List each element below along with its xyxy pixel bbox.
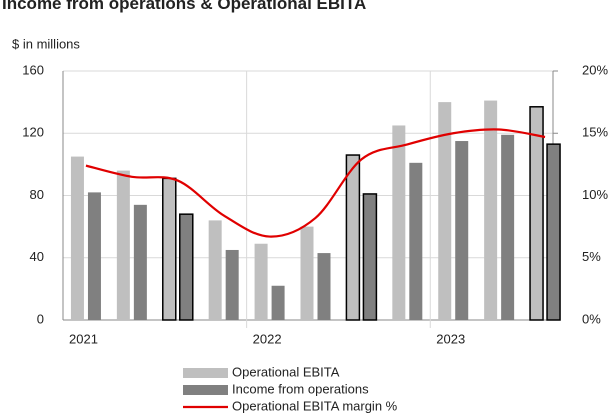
bar bbox=[254, 243, 268, 320]
bar bbox=[392, 125, 406, 320]
bar bbox=[162, 177, 177, 321]
legend-swatch bbox=[183, 368, 228, 378]
bar bbox=[70, 156, 84, 320]
legend-label: Operational EBITA bbox=[232, 364, 340, 379]
y2-tick-label: 5% bbox=[582, 249, 601, 264]
bar bbox=[317, 253, 331, 320]
legend-label: Operational EBITA margin % bbox=[232, 398, 398, 413]
x-tick-label: 2023 bbox=[436, 331, 465, 346]
bar bbox=[455, 141, 469, 320]
y2-tick-label: 0% bbox=[582, 311, 601, 326]
y-tick-label: 120 bbox=[22, 125, 44, 140]
y-tick-label: 40 bbox=[30, 249, 44, 264]
bar bbox=[484, 100, 498, 320]
bar bbox=[116, 170, 130, 320]
bar bbox=[133, 204, 147, 320]
y-tick-label: 80 bbox=[30, 187, 44, 202]
y2-tick-label: 15% bbox=[582, 125, 608, 140]
bar bbox=[529, 106, 544, 321]
x-tick-label: 2021 bbox=[69, 331, 98, 346]
bar bbox=[409, 162, 423, 320]
subtitle: $ in millions bbox=[12, 36, 80, 51]
legend-label: Income from operations bbox=[232, 381, 369, 396]
bar bbox=[225, 249, 239, 320]
y2-tick-label: 10% bbox=[582, 187, 608, 202]
legend-swatch bbox=[183, 385, 228, 395]
chart-title: Income from operations & Operational EBI… bbox=[2, 0, 366, 13]
bar bbox=[271, 285, 285, 320]
bar bbox=[87, 192, 101, 320]
y-tick-label: 160 bbox=[22, 62, 44, 77]
bar bbox=[438, 102, 452, 320]
bar bbox=[179, 213, 194, 321]
bar bbox=[501, 134, 515, 320]
bar bbox=[208, 220, 222, 320]
bar bbox=[546, 143, 561, 321]
y-tick-label: 0 bbox=[37, 311, 44, 326]
y2-tick-label: 20% bbox=[582, 62, 608, 77]
bar bbox=[362, 193, 378, 321]
bar bbox=[300, 226, 314, 320]
bar bbox=[345, 154, 361, 321]
x-tick-label: 2022 bbox=[253, 331, 282, 346]
line bbox=[85, 128, 546, 238]
